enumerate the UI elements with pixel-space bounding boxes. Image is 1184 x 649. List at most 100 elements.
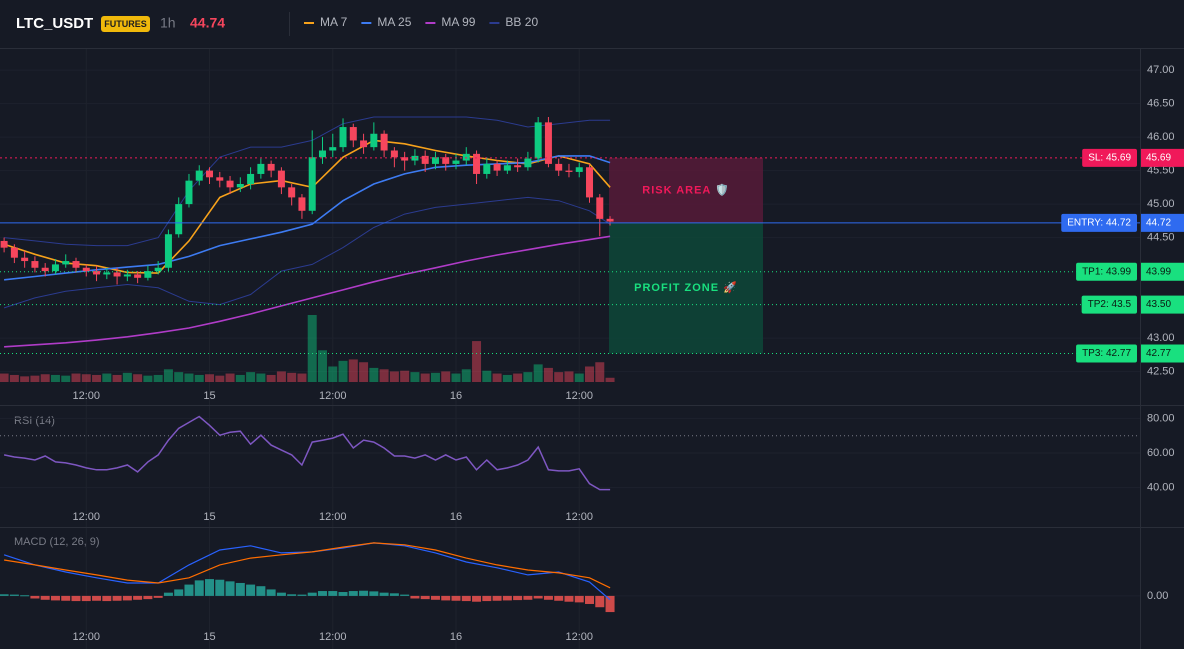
- macd-histogram-bar: [225, 581, 235, 596]
- candle-body: [390, 150, 398, 158]
- legend-label: MA 7: [320, 15, 348, 29]
- x-tick-label: 15: [203, 631, 215, 643]
- candle-body: [62, 261, 70, 265]
- level-axis-label: 42.77: [1146, 348, 1171, 359]
- macd-histogram-bar: [143, 595, 153, 600]
- y-tick-label: 45.00: [1147, 198, 1175, 210]
- x-tick-label: 16: [450, 511, 462, 523]
- candle-body: [0, 240, 8, 248]
- macd-histogram-bar: [50, 595, 60, 601]
- level-label-bg: [1076, 344, 1137, 363]
- zone: [609, 222, 763, 354]
- candle-body: [401, 157, 409, 161]
- macd-histogram-bar: [472, 595, 482, 602]
- volume-bar: [472, 341, 482, 382]
- volume-bar: [564, 371, 574, 382]
- candle-body: [298, 197, 306, 211]
- level-axis-bg: [1141, 295, 1184, 314]
- volume-bar: [71, 373, 81, 382]
- macd-histogram-bar: [92, 595, 102, 601]
- macd-histogram-bar: [502, 595, 512, 601]
- candle-body: [21, 257, 29, 262]
- volume-bar: [482, 370, 492, 382]
- macd-histogram-bar: [338, 592, 348, 596]
- macd-histogram-bar: [348, 591, 358, 596]
- volume-bar: [287, 372, 297, 382]
- macd-histogram-bar: [574, 595, 584, 603]
- candle-body: [514, 165, 522, 168]
- macd-histogram-bar: [235, 582, 245, 596]
- badge-bg: [101, 16, 150, 32]
- macd-histogram-bar: [122, 595, 132, 601]
- macd-histogram-bar: [482, 595, 492, 602]
- macd-histogram-bar: [441, 595, 451, 601]
- macd-histogram-bar: [420, 595, 430, 600]
- volume-bar: [492, 373, 502, 382]
- candle-body: [134, 274, 142, 278]
- volume-bar: [369, 367, 379, 382]
- level-axis-bg: [1141, 213, 1184, 232]
- level-label-bg: [1076, 262, 1137, 281]
- candle-body: [503, 165, 511, 171]
- candle-body: [247, 173, 255, 184]
- level-label-bg: [1082, 148, 1137, 167]
- volume-bar: [430, 372, 440, 382]
- y-tick-label: 46.50: [1147, 98, 1175, 110]
- candle-body: [93, 271, 101, 275]
- level-axis-bg: [1141, 344, 1184, 363]
- candle-body: [226, 180, 234, 188]
- candle-body: [10, 247, 18, 258]
- volume-bar: [61, 375, 71, 382]
- volume-bar: [225, 373, 235, 382]
- volume-bar: [461, 369, 471, 382]
- level-label-bg: [1081, 295, 1137, 314]
- candle-body: [421, 155, 429, 164]
- x-tick-label: 12:00: [565, 390, 593, 402]
- volume-bar: [379, 369, 389, 382]
- level-axis-label: 43.99: [1146, 266, 1171, 277]
- macd-histogram-bar: [246, 584, 256, 596]
- volume-bar: [348, 359, 358, 382]
- candle-body: [349, 127, 357, 141]
- candle-body: [370, 133, 378, 148]
- last-price: 44.74: [190, 15, 225, 31]
- volume-bar: [122, 372, 132, 382]
- candle-body: [524, 158, 532, 168]
- candle-body: [575, 167, 583, 172]
- macd-histogram-bar: [0, 594, 9, 596]
- x-tick-label: 12:00: [73, 511, 101, 523]
- volume-bar: [133, 374, 143, 382]
- volume-bar: [153, 374, 163, 382]
- symbol: LTC_USDT: [16, 15, 93, 32]
- volume-bar: [595, 362, 605, 382]
- macd-histogram-bar: [451, 595, 461, 601]
- macd-histogram-bar: [317, 591, 327, 596]
- volume-bar: [205, 374, 215, 382]
- volume-bar: [194, 374, 204, 382]
- y-tick-label: 40.00: [1147, 482, 1175, 494]
- macd-histogram-bar: [605, 595, 615, 613]
- candle-body: [195, 170, 203, 181]
- volume-bar: [276, 371, 286, 382]
- candle-body: [103, 272, 111, 275]
- candle-body: [206, 170, 214, 178]
- candle-body: [41, 267, 49, 272]
- volume-bar: [266, 374, 276, 382]
- macd-histogram-bar: [410, 595, 420, 599]
- volume-bar: [112, 374, 122, 382]
- bollinger-lower: [3, 196, 611, 309]
- volume-bar: [81, 374, 91, 382]
- macd-line: [4, 542, 611, 589]
- candle-body: [483, 163, 491, 174]
- volume-bar: [215, 375, 225, 382]
- candle-body: [586, 167, 594, 198]
- legend-label: BB 20: [505, 15, 538, 29]
- interval[interactable]: 1h: [160, 15, 176, 31]
- candle-body: [329, 147, 337, 151]
- candle-body: [534, 122, 542, 159]
- y-tick-label: 47.00: [1147, 64, 1175, 76]
- volume-bar: [143, 375, 153, 382]
- volume-bar: [451, 373, 461, 382]
- volume-bar: [338, 360, 348, 382]
